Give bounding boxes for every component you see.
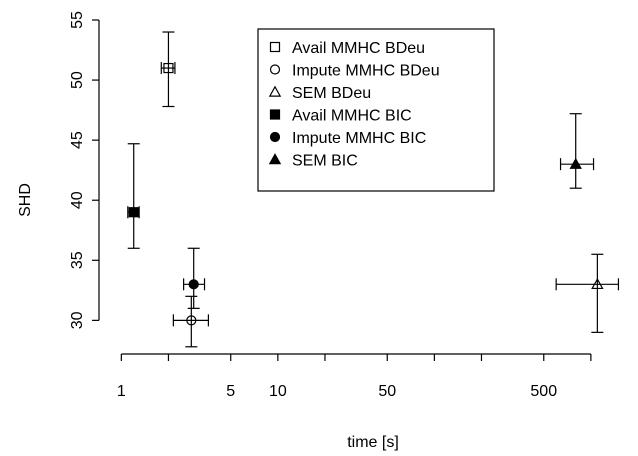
point-marker [186, 315, 197, 326]
point-marker [591, 277, 604, 290]
y-axis-label: SHD [17, 183, 34, 217]
legend-label: Impute MMHC BDeu [292, 63, 440, 80]
legend-marker [269, 64, 281, 75]
y-tick-label: 45 [69, 131, 86, 149]
x-axis-label: time [s] [347, 434, 399, 451]
legend-label: Avail MMHC BIC [292, 108, 412, 125]
y-tick-label: 30 [69, 311, 86, 329]
x-tick-label: 5 [226, 383, 235, 400]
point-marker [163, 62, 174, 74]
data-point [559, 113, 595, 189]
legend-marker [268, 85, 282, 97]
x-tick-label: 1 [117, 383, 126, 400]
legend-label: SEM BDeu [292, 85, 371, 102]
point-marker [128, 207, 139, 218]
legend-label: Impute MMHC BIC [292, 130, 426, 147]
x-tick-label: 50 [378, 383, 396, 400]
point-marker [569, 157, 582, 169]
legend-marker [269, 131, 281, 143]
data-point [172, 295, 210, 348]
y-tick-label: 40 [69, 191, 86, 209]
legend-marker [269, 109, 281, 120]
legend-label: SEM BIC [292, 153, 358, 170]
legend: Avail MMHC BDeu Impute MMHC BDeu SEM BDeu A… [257, 28, 495, 192]
data-marks [127, 31, 620, 348]
x-tick-label: 500 [530, 383, 557, 400]
data-point [183, 247, 206, 309]
data-point [555, 253, 620, 333]
data-point [127, 143, 140, 249]
data-point [160, 31, 176, 108]
legend-label: Avail MMHC BDeu [292, 40, 425, 57]
y-tick-label: 55 [69, 11, 86, 29]
point-marker [188, 279, 199, 290]
axes: 1 5 10 50 500 30 35 40 45 50 55 [69, 11, 592, 400]
legend-marker [269, 41, 281, 53]
x-tick-label: 10 [269, 383, 287, 400]
y-tick-label: 50 [69, 71, 86, 89]
legend-box [257, 28, 495, 192]
legend-marker [268, 153, 282, 165]
y-tick-label: 35 [69, 251, 86, 269]
